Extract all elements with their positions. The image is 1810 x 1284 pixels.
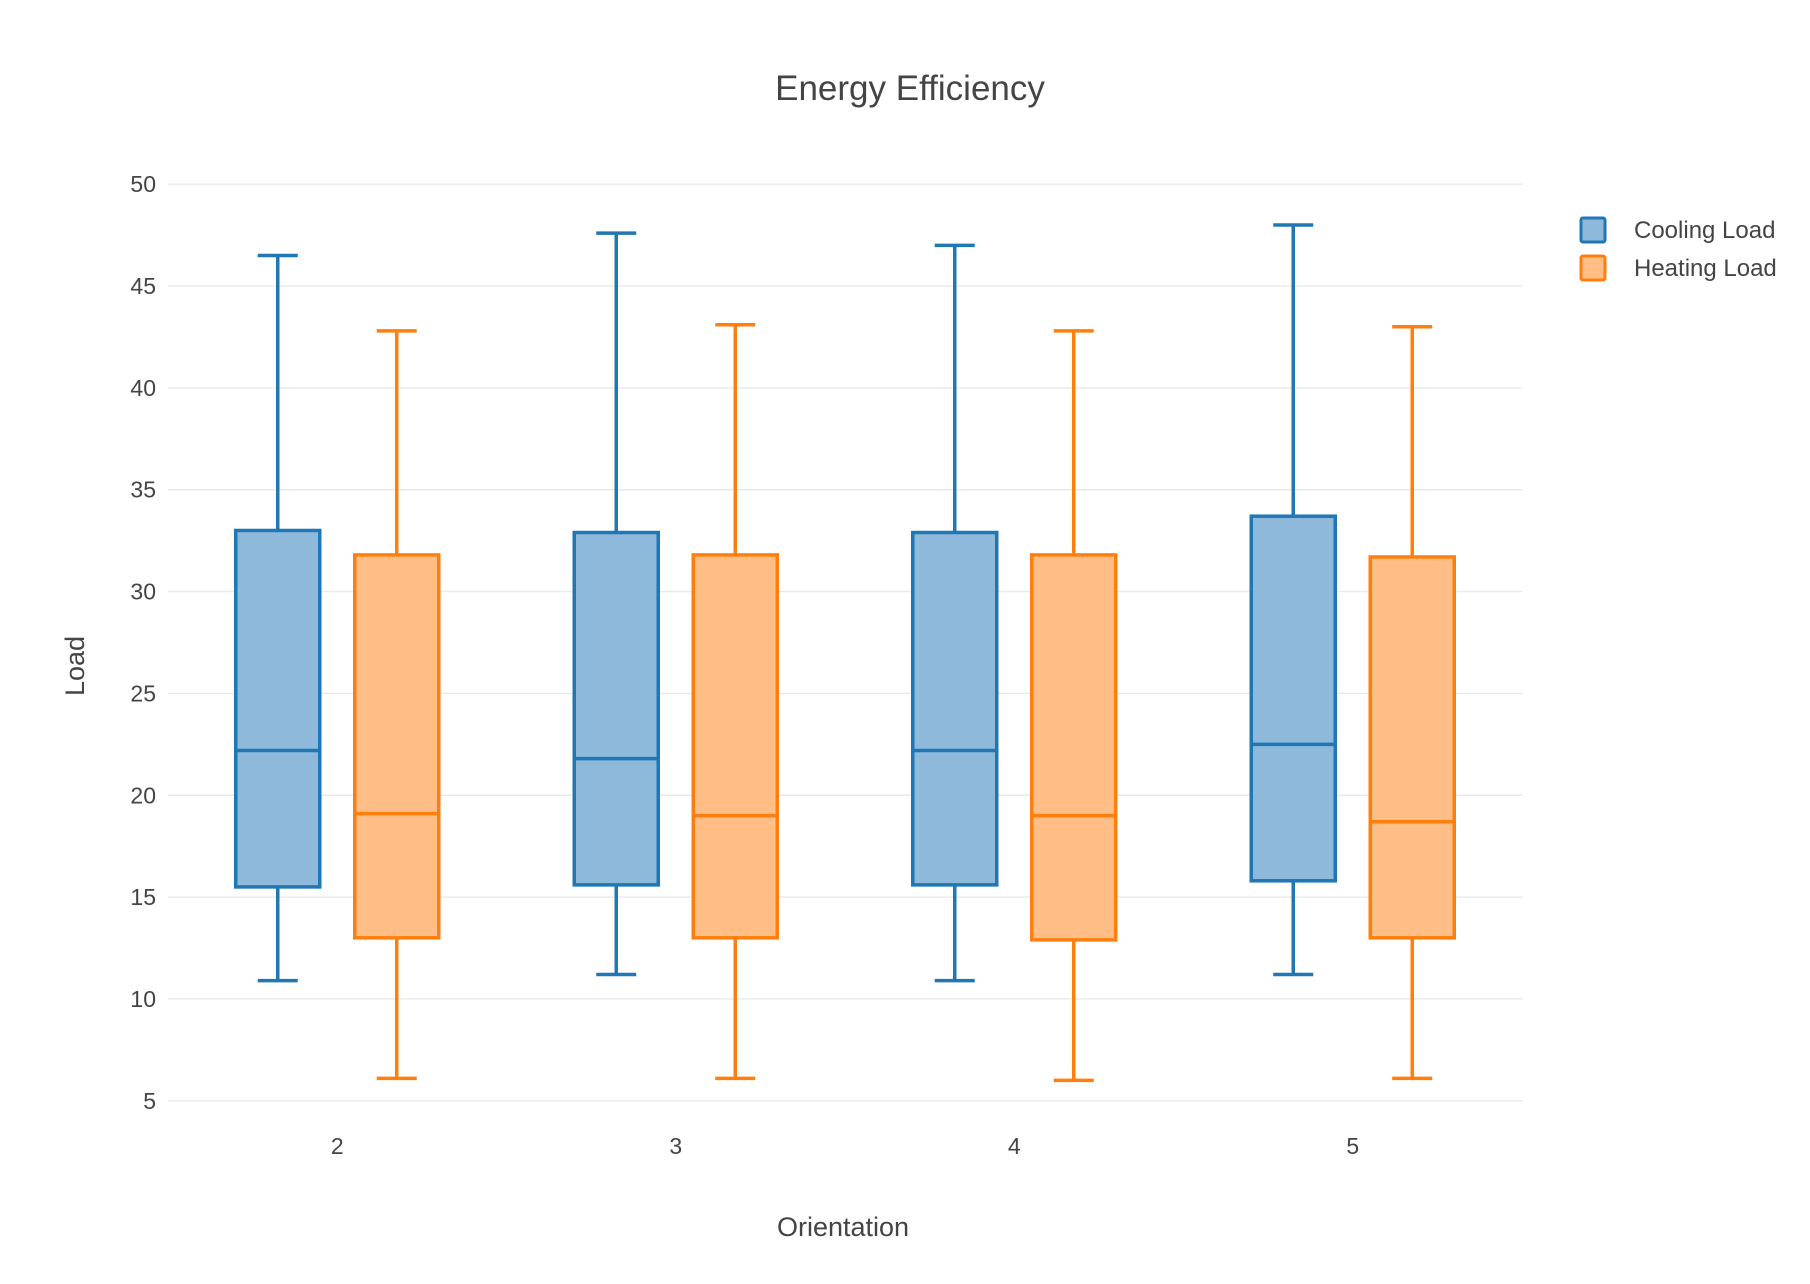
box-iqr <box>1249 514 1337 883</box>
box-iqr <box>1368 555 1456 940</box>
box <box>691 323 779 1081</box>
box-iqr <box>353 553 441 940</box>
box-iqr <box>911 530 999 887</box>
y-tick-label: 20 <box>130 782 156 808</box>
x-tick-label: 2 <box>331 1133 344 1159</box>
x-axis-ticks: 2 3 4 5 <box>331 1133 1359 1159</box>
x-tick-label: 5 <box>1346 1133 1359 1159</box>
box-iqr <box>1030 553 1118 942</box>
y-tick-label: 30 <box>130 579 156 605</box>
box <box>572 231 660 977</box>
y-tick-label: 15 <box>130 884 156 910</box>
box-iqr <box>234 528 322 889</box>
legend-swatch-heating-load <box>1579 254 1607 282</box>
box-iqr <box>572 530 660 887</box>
legend-label-heating-load: Heating Load <box>1634 255 1777 282</box>
y-tick-label: 25 <box>130 680 156 706</box>
box <box>1368 325 1456 1081</box>
box <box>353 329 441 1081</box>
box <box>234 253 322 983</box>
legend-item-cooling-load[interactable]: Cooling Load <box>1579 216 1775 244</box>
y-tick-label: 50 <box>130 171 156 197</box>
chart-title: Energy Efficiency <box>775 69 1045 108</box>
y-tick-label: 5 <box>143 1088 156 1114</box>
y-tick-label: 10 <box>130 986 156 1012</box>
y-tick-label: 45 <box>130 273 156 299</box>
y-axis-title: Load <box>60 636 90 696</box>
x-tick-label: 4 <box>1008 1133 1021 1159</box>
x-axis-title: Orientation <box>777 1212 909 1242</box>
legend[interactable]: Cooling Load Heating Load <box>1579 216 1777 282</box>
y-axis-ticks: 5 10 15 20 25 30 35 40 45 50 <box>130 171 156 1114</box>
box-series <box>234 223 1456 1083</box>
legend-item-heating-load[interactable]: Heating Load <box>1579 254 1777 282</box>
legend-label-cooling-load: Cooling Load <box>1634 217 1775 244</box>
box-iqr <box>691 553 779 940</box>
y-tick-label: 35 <box>130 477 156 503</box>
box <box>1249 223 1337 977</box>
box <box>911 243 999 983</box>
legend-swatch-cooling-load <box>1579 216 1607 244</box>
x-tick-label: 3 <box>669 1133 682 1159</box>
y-tick-label: 40 <box>130 375 156 401</box>
box <box>1030 329 1118 1083</box>
series-heating-load <box>353 323 1456 1083</box>
series-cooling-load <box>234 223 1337 983</box>
